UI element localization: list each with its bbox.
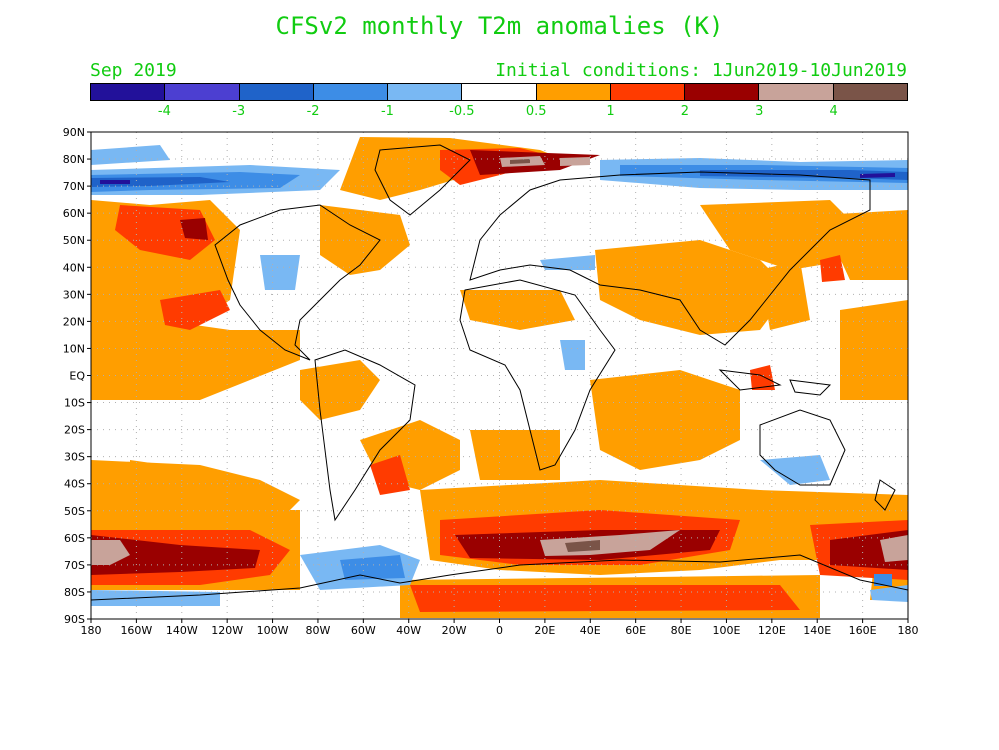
lon-label: 20E (534, 624, 555, 637)
colorbar-label: 1 (606, 104, 615, 119)
colorbar-swatch (91, 84, 166, 100)
lat-label: 50S (64, 505, 85, 518)
lat-label: 10S (64, 397, 85, 410)
colorbar-label: -0.5 (449, 104, 475, 119)
initial-conditions-label: Initial conditions: 1Jun2019-10Jun2019 (495, 60, 907, 81)
lon-label: 40W (396, 624, 421, 637)
lon-label: 60W (351, 624, 376, 637)
lon-label: 140E (803, 624, 831, 637)
lat-label: 60S (64, 532, 85, 545)
colorbar-swatch (685, 84, 760, 100)
lat-label: 30N (63, 288, 85, 301)
colorbar-swatch (388, 84, 463, 100)
valid-month-label: Sep 2019 (90, 60, 177, 81)
colorbar-label: 0.5 (525, 104, 547, 119)
lon-label: 100E (712, 624, 740, 637)
colorbar-label: 4 (829, 104, 838, 119)
colorbar-label: 3 (755, 104, 764, 119)
colorbar-label: 2 (680, 104, 690, 119)
colorbar-swatch (165, 84, 240, 100)
lon-label: 40E (580, 624, 601, 637)
lat-label: 40S (64, 478, 85, 491)
lon-label: 0 (496, 624, 503, 637)
lat-label: 70N (63, 180, 85, 193)
lon-label: 180 (898, 624, 919, 637)
colorbar-swatch (536, 84, 611, 100)
lat-label: 90S (64, 613, 85, 626)
lat-label: 50N (63, 234, 85, 247)
lon-label: 80W (306, 624, 331, 637)
lon-label: 120W (211, 624, 243, 637)
latitude-labels: 90N 80N 70N 60N 50N 40N 30N 20N 10N EQ 10S 20S 30S 40… (63, 126, 86, 626)
lat-label: 70S (64, 559, 85, 572)
map-title: CFSv2 monthly T2m anomalies (K) (275, 12, 724, 40)
lon-label: 100W (257, 624, 289, 637)
colorbar-swatch (610, 84, 686, 100)
lat-label: 20S (64, 424, 85, 437)
lon-label: 120E (758, 624, 786, 637)
colorbar-label: -1 (380, 104, 394, 119)
lat-label: 80N (63, 153, 85, 166)
colorbar-swatch (833, 84, 907, 100)
lat-label: 30S (64, 451, 85, 464)
lon-label: 60E (625, 624, 646, 637)
colorbar-label: -3 (232, 104, 246, 119)
lon-label: 160W (120, 624, 152, 637)
lat-label: 40N (63, 261, 85, 274)
longitude-labels: 180 160W 140W 120W 100W 80W 60W 40W 20W 0 20E 40E 60… (81, 624, 919, 637)
colorbar (90, 83, 908, 101)
anomaly-field (91, 132, 908, 619)
lon-label: 180 (81, 624, 102, 637)
lon-label: 160E (849, 624, 877, 637)
colorbar-swatch (759, 84, 834, 100)
lon-label: 80E (671, 624, 692, 637)
lon-label: 140W (166, 624, 198, 637)
colorbar-swatch (313, 84, 389, 100)
colorbar-swatch (239, 84, 314, 100)
colorbar-swatch (462, 84, 537, 100)
lat-label: EQ (69, 370, 85, 383)
colorbar-label: -2 (306, 104, 320, 119)
lat-label: 80S (64, 586, 85, 599)
lat-label: 90N (63, 126, 85, 139)
lat-label: 20N (63, 315, 85, 328)
lat-label: 60N (63, 207, 85, 220)
lon-label: 20W (442, 624, 467, 637)
lat-label: 10N (63, 342, 85, 355)
colorbar-label: -4 (157, 104, 171, 119)
